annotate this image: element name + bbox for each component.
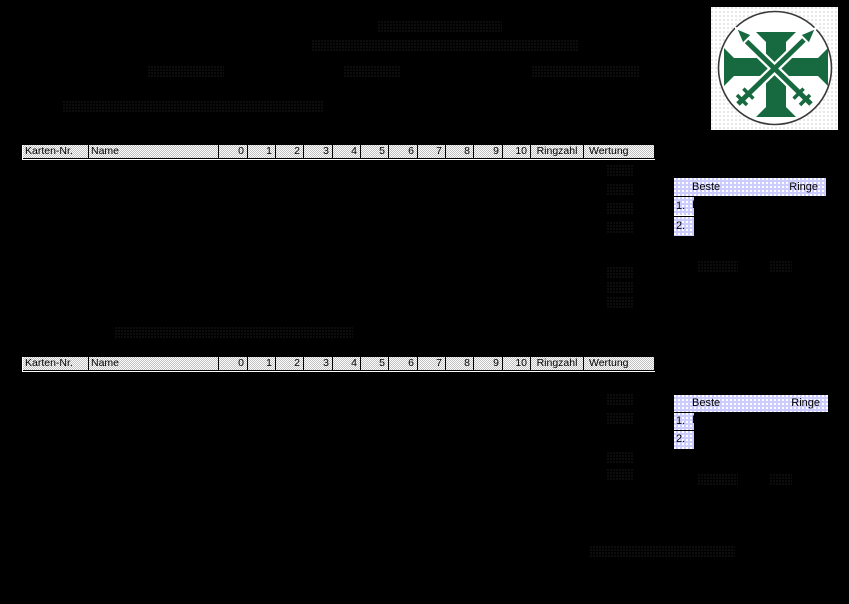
best-shooters-title: Beste Einzelschützen:: [692, 181, 770, 211]
col-header-1: 1: [248, 145, 276, 158]
col-header-0: 0: [219, 357, 248, 370]
col-header-8: 8: [446, 145, 474, 158]
illegible-wertung-value: [607, 297, 633, 308]
ringe-label: Ringe: [789, 181, 818, 193]
col-header-karten-nr: Karten-Nr.: [23, 145, 89, 158]
best-shooters-title-row: Beste Einzelschützen: Ringe: [674, 395, 828, 426]
illegible-wertung-value: [607, 282, 633, 293]
score-table-2-header: Karten-Nr. Name 0 1 2 3 4 5 6 7 8 9 10 R…: [22, 357, 655, 372]
best-shooters-title-row: Beste Einzelschützen: Ringe: [674, 178, 826, 211]
col-header-name: Name: [89, 145, 219, 158]
col-header-3: 3: [304, 357, 333, 370]
col-header-6: 6: [389, 145, 418, 158]
illegible-wertung-value: [607, 452, 633, 463]
col-header-ringzahl: Ringzahl: [531, 145, 584, 158]
club-logo-graphic: [717, 10, 833, 126]
col-header-7: 7: [418, 357, 446, 370]
arrow-up-left-icon: [734, 26, 813, 107]
illegible-title-line-1: [378, 21, 502, 32]
illegible-wertung-value: [607, 222, 633, 233]
illegible-wertung-value: [607, 394, 633, 405]
col-header-wertung: Wertung: [584, 145, 655, 158]
col-header-10: 10: [503, 145, 531, 158]
col-header-2: 2: [276, 357, 304, 370]
col-header-ringzahl: Ringzahl: [531, 357, 584, 370]
illegible-wertung-value: [607, 469, 633, 480]
col-header-6: 6: [389, 357, 418, 370]
best-shooters-title: Beste Einzelschützen:: [692, 397, 770, 426]
illegible-footer-text: [590, 546, 735, 558]
col-header-5: 5: [361, 145, 389, 158]
best-shooters-box-2: Beste Einzelschützen: Ringe 1. 2.: [674, 395, 828, 449]
col-header-0: 0: [219, 145, 248, 158]
illegible-side-note: [770, 474, 792, 485]
illegible-wertung-value: [607, 267, 633, 278]
best-shooters-box-1: Beste Einzelschützen: Ringe 1. 2.: [674, 178, 826, 236]
col-header-name: Name: [89, 357, 219, 370]
col-header-5: 5: [361, 357, 389, 370]
illegible-wertung-value: [607, 165, 633, 176]
illegible-title-line-2: [312, 40, 578, 51]
score-table-1-header: Karten-Nr. Name 0 1 2 3 4 5 6 7 8 9 10 R…: [22, 145, 655, 160]
illegible-team-1-heading: [63, 101, 323, 113]
col-header-2: 2: [276, 145, 304, 158]
illegible-label-b: [344, 66, 400, 77]
col-header-karten-nr: Karten-Nr.: [23, 357, 89, 370]
col-header-3: 3: [304, 145, 333, 158]
col-header-7: 7: [418, 145, 446, 158]
illegible-side-note: [698, 261, 738, 272]
col-header-wertung: Wertung: [584, 357, 655, 370]
col-header-8: 8: [446, 357, 474, 370]
illegible-side-note: [698, 474, 738, 485]
col-header-4: 4: [333, 145, 361, 158]
illegible-wertung-value: [607, 413, 633, 424]
rank-1-cell: 1.: [674, 413, 694, 431]
rank-1-cell: 1.: [674, 197, 694, 216]
rank-2-cell: 2.: [674, 431, 694, 449]
col-header-9: 9: [474, 145, 503, 158]
illegible-label-a: [148, 66, 224, 77]
col-header-10: 10: [503, 357, 531, 370]
illegible-wertung-value: [607, 184, 633, 195]
illegible-wertung-value: [607, 203, 633, 214]
col-header-1: 1: [248, 357, 276, 370]
illegible-label-c: [532, 66, 640, 77]
illegible-team-2-heading: [115, 327, 353, 339]
rank-2-cell: 2.: [674, 217, 694, 236]
club-logo: [711, 7, 838, 130]
illegible-side-note: [770, 261, 792, 272]
col-header-9: 9: [474, 357, 503, 370]
col-header-4: 4: [333, 357, 361, 370]
ringe-label: Ringe: [791, 397, 820, 409]
